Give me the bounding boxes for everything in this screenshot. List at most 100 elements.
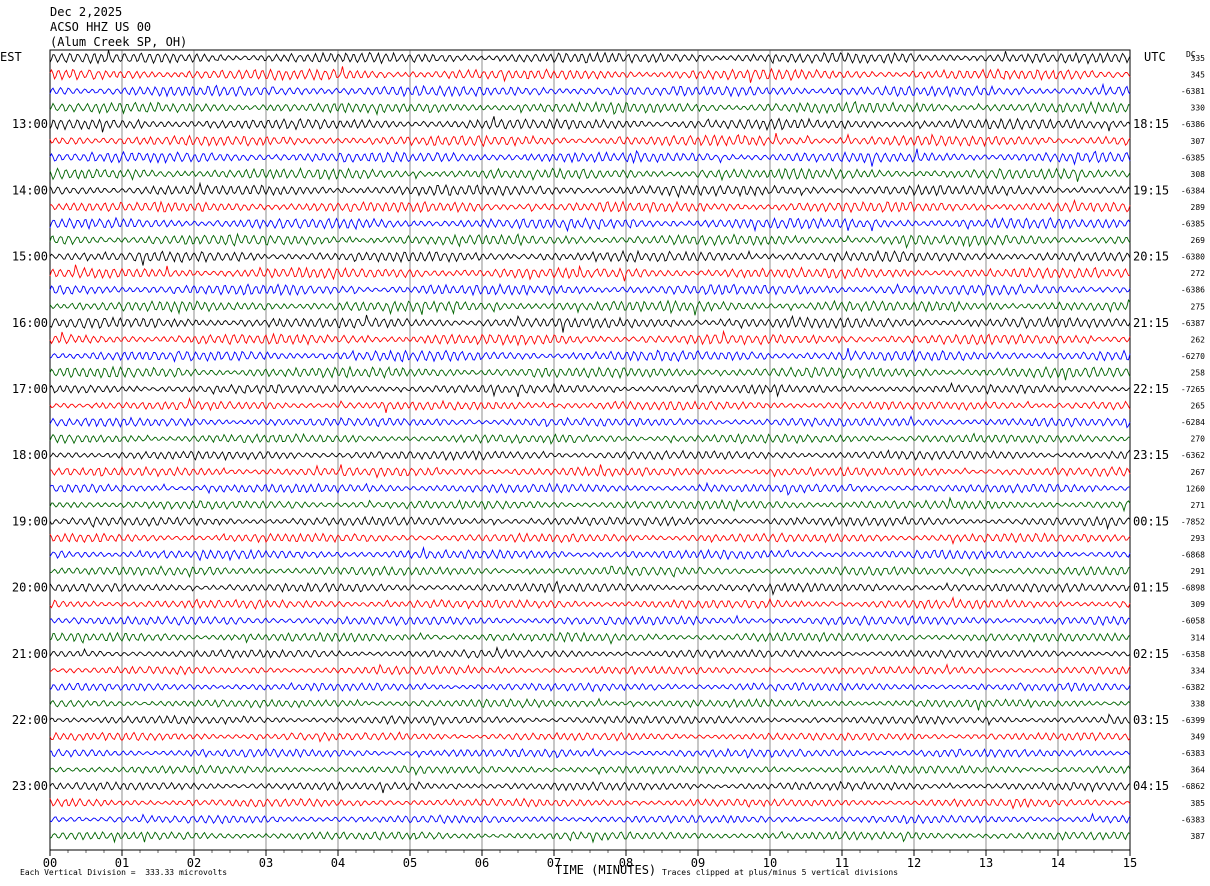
trace-line — [49, 432, 1131, 445]
x-tick-label: 13 — [979, 856, 993, 870]
utc-hour-label: 20:15 — [1133, 250, 1169, 264]
trace-line — [49, 148, 1131, 167]
clip-note: Traces clipped at plus/minus 5 vertical … — [662, 868, 899, 877]
trace-line — [49, 299, 1131, 316]
est-hour-label: 23:00 — [12, 779, 48, 793]
x-tick-label: 02 — [187, 856, 201, 870]
dc-offset-label: -6358 — [1181, 650, 1205, 659]
dc-offset-label: 258 — [1191, 368, 1206, 377]
trace-line — [49, 348, 1131, 363]
trace-line — [49, 663, 1131, 676]
dc-offset-label: -6384 — [1181, 186, 1205, 195]
dc-offset-label: 262 — [1191, 335, 1206, 344]
trace-line — [49, 232, 1131, 249]
station-location: (Alum Creek SP, OH) — [50, 35, 188, 49]
x-tick-label: 00 — [43, 856, 57, 870]
dc-offset-label: 271 — [1191, 501, 1206, 510]
utc-hour-label: 00:15 — [1133, 514, 1169, 528]
plot-date: Dec 2,2025 — [50, 5, 123, 19]
trace-line — [49, 565, 1131, 579]
trace-line — [49, 780, 1131, 794]
trace-line — [49, 496, 1131, 513]
x-tick-label: 01 — [115, 856, 129, 870]
utc-hour-label: 02:15 — [1133, 647, 1169, 661]
trace-line — [49, 731, 1131, 743]
trace-line — [49, 198, 1131, 214]
dc-offset-label: -6380 — [1181, 253, 1205, 262]
dc-offset-label: -6387 — [1181, 319, 1205, 328]
x-tick-label: 14 — [1051, 856, 1065, 870]
trace-line — [49, 100, 1131, 116]
dc-offset-label: 275 — [1191, 302, 1206, 311]
dc-offset-label: -6385 — [1181, 220, 1205, 229]
x-tick-label: 03 — [259, 856, 273, 870]
x-tick-label: 15 — [1123, 856, 1137, 870]
plot-frame — [49, 49, 1131, 851]
dc-offset-label: -6383 — [1181, 749, 1205, 758]
est-hour-label: 20:00 — [12, 581, 48, 595]
dc-offset-label: -7852 — [1181, 517, 1205, 526]
dc-offset-label: -6385 — [1181, 153, 1205, 162]
station-code: ACSO HHZ US 00 — [50, 20, 152, 34]
est-hour-label: 17:00 — [12, 382, 48, 396]
trace-line — [49, 381, 1131, 398]
dc-offset-label: 385 — [1191, 799, 1206, 808]
est-hour-label: 14:00 — [12, 183, 48, 197]
trace-line — [49, 713, 1131, 727]
right-timezone-label: UTC — [1144, 50, 1166, 64]
dc-offset-label: -6386 — [1181, 120, 1205, 129]
dc-offset-label: 335 — [1191, 54, 1206, 63]
dc-offset-label: 289 — [1191, 203, 1206, 212]
dc-offset-label: 314 — [1191, 633, 1206, 642]
est-hour-label: 19:00 — [12, 514, 48, 528]
dc-offset-label: 338 — [1191, 699, 1206, 708]
est-hour-label: 13:00 — [12, 117, 48, 131]
trace-line — [49, 167, 1131, 182]
dc-offset-label: -6386 — [1181, 286, 1205, 295]
x-tick-label: 12 — [907, 856, 921, 870]
trace-line — [49, 697, 1131, 711]
trace-line — [49, 82, 1131, 99]
utc-hour-label: 18:15 — [1133, 117, 1169, 131]
dc-offset-label: -6058 — [1181, 617, 1205, 626]
dc-offset-label: -6862 — [1181, 782, 1205, 791]
dc-offset-label: -6270 — [1181, 352, 1205, 361]
dc-offset-label: -6868 — [1181, 551, 1205, 560]
est-hour-label: 22:00 — [12, 713, 48, 727]
est-hour-label: 15:00 — [12, 250, 48, 264]
utc-hour-label: 01:15 — [1133, 581, 1169, 595]
trace-line — [49, 515, 1131, 531]
dc-offset-label: 349 — [1191, 733, 1206, 742]
scale-note: Each Vertical Division = 333.33 microvol… — [20, 868, 228, 877]
est-hour-label: 18:00 — [12, 448, 48, 462]
dc-offset-label: -7265 — [1181, 385, 1205, 394]
trace-line — [49, 415, 1131, 429]
x-tick-label: 06 — [475, 856, 489, 870]
utc-hour-label: 22:15 — [1133, 382, 1169, 396]
trace-line — [49, 283, 1131, 297]
trace-line — [49, 631, 1131, 645]
dc-offset-label: 265 — [1191, 402, 1206, 411]
trace-line — [49, 66, 1131, 83]
trace-line — [49, 365, 1131, 381]
est-hour-label: 21:00 — [12, 647, 48, 661]
x-tick-label: 08 — [619, 856, 633, 870]
dc-offset-label: 293 — [1191, 534, 1206, 543]
x-tick-label: 10 — [763, 856, 777, 870]
trace-line — [49, 764, 1131, 777]
trace-line — [49, 797, 1131, 810]
dc-offset-label: 272 — [1191, 269, 1206, 278]
x-tick-label: 07 — [547, 856, 561, 870]
trace-line — [49, 464, 1131, 479]
trace-line — [49, 50, 1131, 65]
trace-line — [49, 830, 1131, 844]
trace-line — [49, 614, 1131, 627]
dc-offset-label: 269 — [1191, 236, 1206, 245]
trace-line — [49, 132, 1131, 148]
left-timezone-label: EST — [0, 50, 22, 64]
x-tick-label: 05 — [403, 856, 417, 870]
trace-line — [49, 396, 1131, 413]
dc-offset-label: 364 — [1191, 766, 1206, 775]
utc-hour-label: 21:15 — [1133, 316, 1169, 330]
